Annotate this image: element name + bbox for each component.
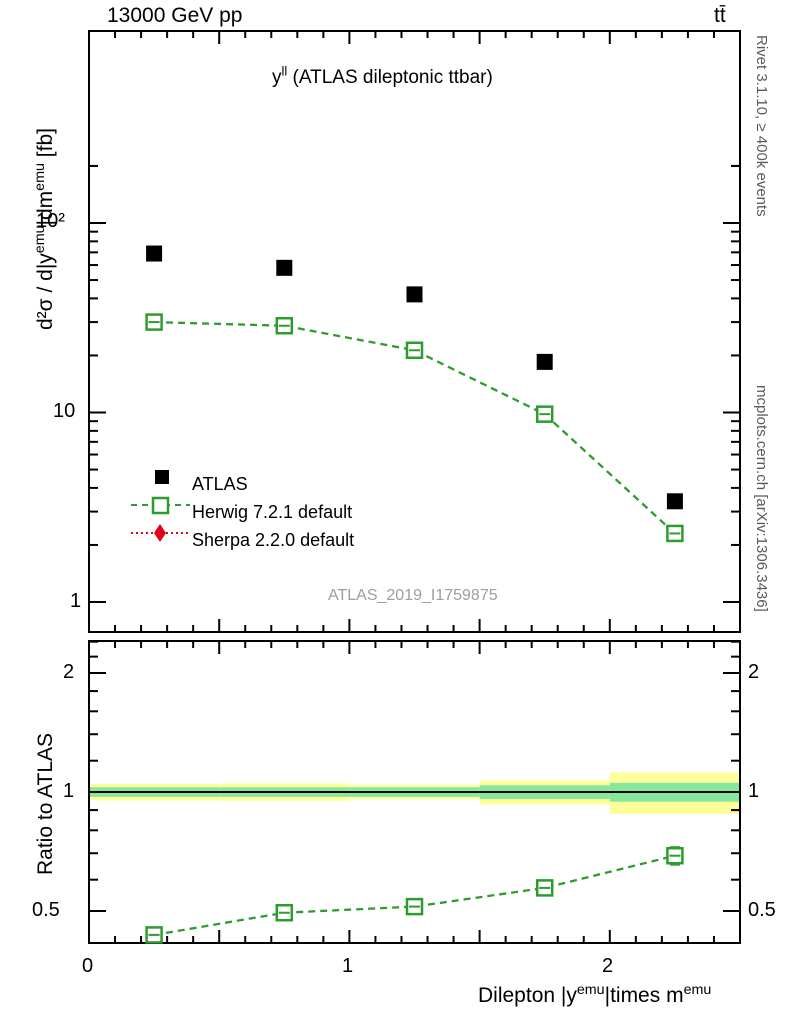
main-ytick-100-text: 10² (36, 210, 65, 232)
ratio-ytick-05-left: 0.5 (32, 899, 60, 921)
atlas-marker (536, 353, 553, 370)
legend-marker-sherpa (154, 524, 166, 542)
ratio-uncertainty-bands (89, 772, 740, 814)
herwig-series-ratio (145, 846, 684, 944)
herwig-ratio-line (153, 854, 676, 937)
xaxis-label: Dilepton |yemu|times memu (478, 982, 712, 1008)
atlas-marker (146, 245, 163, 262)
ratio-ytick-2-left: 2 (63, 661, 75, 683)
main-ytick-100: 10² (36, 210, 65, 233)
ratio-ytick-1-right: 1 (748, 780, 760, 802)
main-ytick-10-text: 10 (53, 400, 76, 422)
axis-ticks (88, 31, 741, 943)
title-rest: (ATLAS dileptonic ttbar) (287, 67, 493, 88)
legend-label-sherpa: Sherpa 2.2.0 default (192, 530, 355, 550)
title-y: y (272, 67, 282, 88)
xtick-0: 0 (82, 955, 94, 977)
herwig-line (154, 320, 676, 535)
xlabel-part1: Dilepton |y (478, 984, 577, 1007)
main-panel-frame (88, 30, 741, 633)
title-superscript: ll (281, 63, 288, 79)
atlas-marker (406, 286, 423, 303)
atlas-marker (276, 259, 293, 276)
atlas-marker (666, 493, 683, 510)
xlabel-sup2: emu (683, 982, 712, 998)
legend-marker-atlas (155, 470, 169, 484)
xlabel-sup1: emu (576, 982, 605, 998)
ratio-ytick-1-left: 1 (63, 780, 75, 802)
xlabel-part2: |times m (604, 984, 684, 1007)
header-right: tt̄ (714, 4, 726, 27)
ratio-ytick-2-right: 2 (748, 661, 760, 683)
legend-markers (131, 470, 190, 542)
ratio-ytick-05-right: 0.5 (748, 899, 776, 921)
watermark-analysis-id: ATLAS_2019_I1759875 (328, 587, 498, 604)
header-left: 13000 GeV pp (107, 4, 243, 27)
atlas-series-main (146, 245, 683, 510)
legend-marker-herwig (151, 496, 170, 515)
legend-label-atlas: ATLAS (192, 474, 248, 494)
main-ytick-1: 1 (70, 590, 81, 613)
main-ytick-10: 10 (53, 400, 75, 423)
xtick-2: 2 (602, 955, 614, 977)
xtick-1: 1 (342, 955, 354, 977)
main-plot-title: yll (ATLAS dileptonic ttbar) (272, 63, 493, 89)
herwig-series-main (145, 313, 684, 543)
legend-label-herwig: Herwig 7.2.1 default (192, 502, 353, 522)
main-ytick-1-text: 1 (70, 590, 82, 612)
